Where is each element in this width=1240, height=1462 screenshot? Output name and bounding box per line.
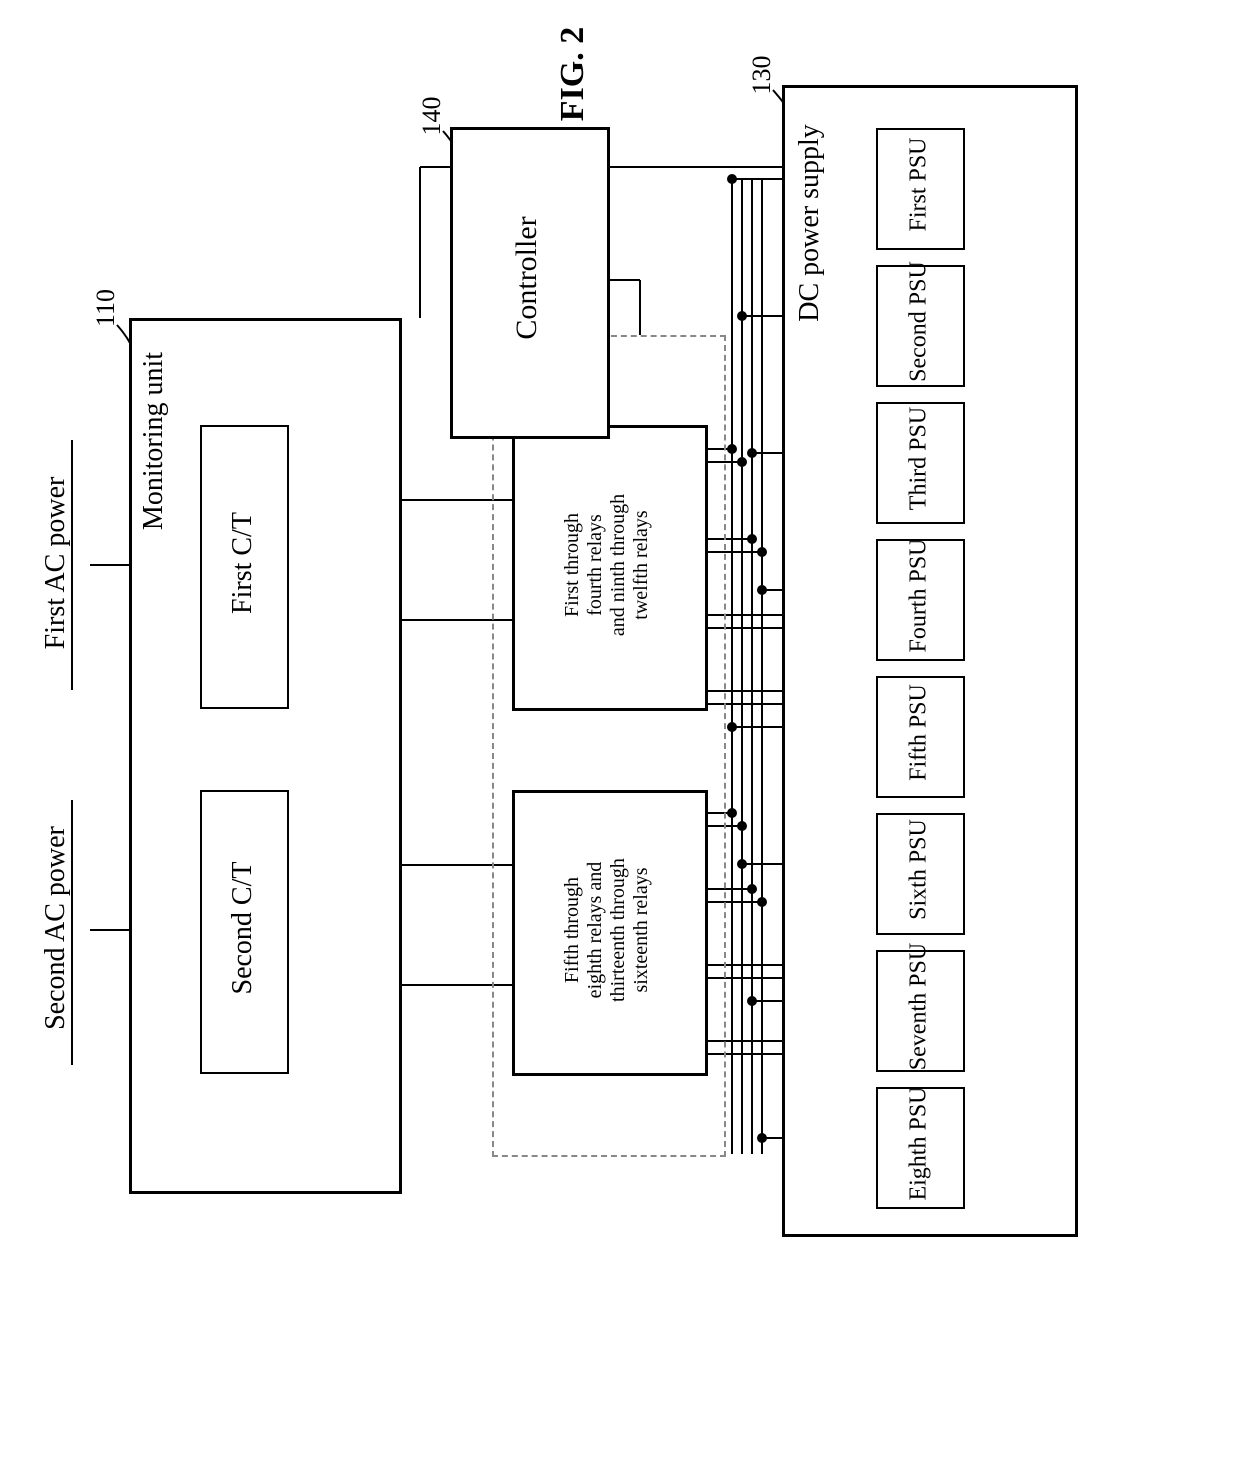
relay-box-a-label: First throughfourth relaysand ninth thro… xyxy=(561,435,653,695)
junction-dot xyxy=(737,457,747,467)
junction-dot xyxy=(727,808,737,818)
ref-130: 130 xyxy=(747,35,777,115)
junction-dot xyxy=(737,859,747,869)
dc-supply-title: DC power supply xyxy=(794,88,826,358)
junction-dot xyxy=(757,585,767,595)
junction-dot xyxy=(747,534,757,544)
figure-canvas: FIG. 2Monitoring unit110First C/TSecond … xyxy=(0,0,1240,1462)
junction-dot xyxy=(757,547,767,557)
junction-dot xyxy=(737,311,747,321)
first-ac-label: First AC power xyxy=(40,433,72,693)
ref-110: 110 xyxy=(91,268,121,348)
junction-dot xyxy=(757,897,767,907)
second-ct-label: Second C/T xyxy=(227,798,259,1058)
relay-box-b-label: Fifth througheighth relays andthirteenth… xyxy=(561,800,653,1060)
first-ct-label: First C/T xyxy=(227,433,259,693)
monitoring-unit-title: Monitoring unit xyxy=(138,321,170,561)
junction-dot xyxy=(747,884,757,894)
psu-label-8: Eighth PSU xyxy=(905,1044,932,1244)
junction-dot xyxy=(747,448,757,458)
junction-dot xyxy=(747,996,757,1006)
controller-title: Controller xyxy=(510,138,544,418)
junction-dot xyxy=(737,821,747,831)
junction-dot xyxy=(727,444,737,454)
ref-140: 140 xyxy=(417,76,447,156)
junction-dot xyxy=(727,174,737,184)
junction-dot xyxy=(757,1133,767,1143)
second-ac-label: Second AC power xyxy=(40,798,72,1058)
junction-dot xyxy=(727,722,737,732)
